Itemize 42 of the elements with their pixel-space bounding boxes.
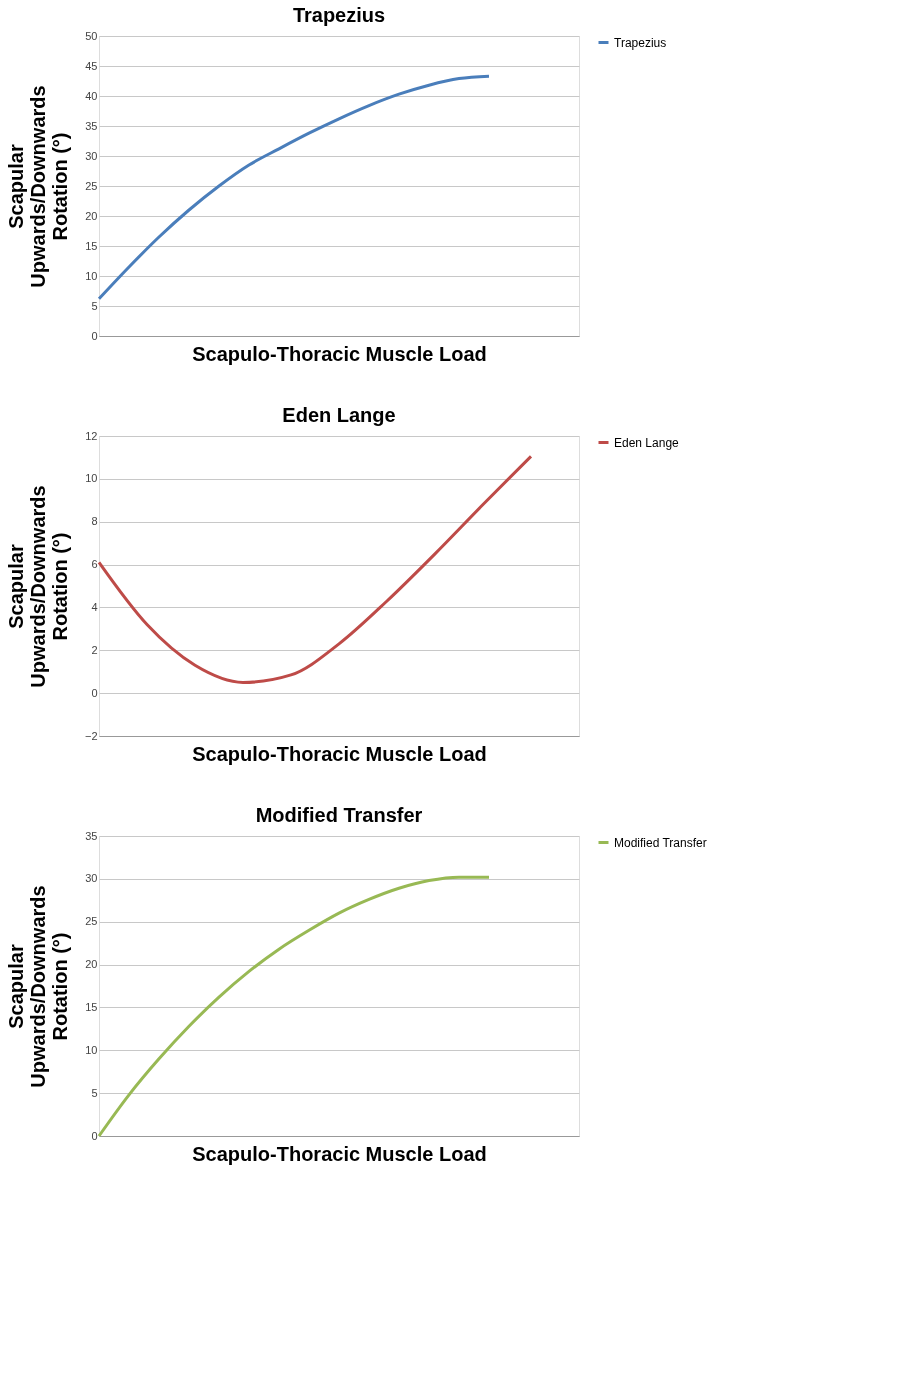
- y-tick-label: 5: [91, 1086, 98, 1099]
- chart-title: Eden Lange: [282, 404, 396, 426]
- x-axis-title: Scapulo-Thoracic Muscle Load: [192, 1142, 487, 1165]
- line-series: [97, 875, 491, 1138]
- y-tick-label: 2: [91, 643, 98, 656]
- legend-label: Eden Lange: [614, 435, 680, 450]
- x-axis-title: Scapulo-Thoracic Muscle Load: [192, 342, 487, 365]
- line-series: [97, 454, 533, 684]
- y-tick-label: 30: [85, 149, 98, 162]
- y-tick-label: −2: [84, 729, 98, 742]
- y-tick-label: 0: [91, 686, 98, 699]
- y-tick-label: 10: [85, 269, 98, 282]
- y-tick-label: 35: [85, 119, 98, 132]
- y-tick-label: 45: [85, 59, 98, 72]
- y-tick-label: 12: [85, 429, 98, 442]
- y-tick-label: 35: [85, 829, 98, 842]
- y-tick-label: 20: [85, 209, 98, 222]
- y-tick-label: 15: [85, 1000, 98, 1013]
- legend-label: Trapezius: [614, 35, 667, 50]
- y-tick-label: 50: [85, 29, 98, 42]
- y-tick-label: 15: [85, 239, 98, 252]
- y-axis-title: Scapular Upwards/Downwards Rotation (°): [5, 85, 72, 288]
- y-tick-label: 10: [85, 472, 98, 485]
- y-tick-label: 40: [85, 89, 98, 102]
- y-tick-label: 5: [91, 299, 98, 312]
- y-tick-label: 0: [91, 1129, 98, 1142]
- y-axis-title: Scapular Upwards/Downwards Rotation (°): [4, 485, 71, 688]
- chart-title: Modified Transfer: [255, 804, 423, 826]
- y-tick-label: 8: [91, 515, 98, 528]
- legend-label: Modified Transfer: [614, 835, 707, 850]
- y-tick-label: 10: [85, 1043, 98, 1056]
- y-tick-label: 30: [85, 872, 98, 885]
- y-tick-label: 4: [91, 600, 98, 613]
- y-tick-label: 6: [91, 558, 98, 571]
- y-tick-label: 25: [85, 179, 98, 192]
- y-tick-label: 25: [85, 915, 98, 928]
- y-tick-label: 0: [91, 329, 98, 342]
- line-series: [97, 74, 491, 301]
- chart-title: Trapezius: [292, 4, 386, 26]
- y-axis-title: Scapular Upwards/Downwards Rotation (°): [5, 885, 72, 1088]
- x-axis-title: Scapulo-Thoracic Muscle Load: [192, 742, 487, 765]
- y-tick-label: 20: [85, 958, 98, 971]
